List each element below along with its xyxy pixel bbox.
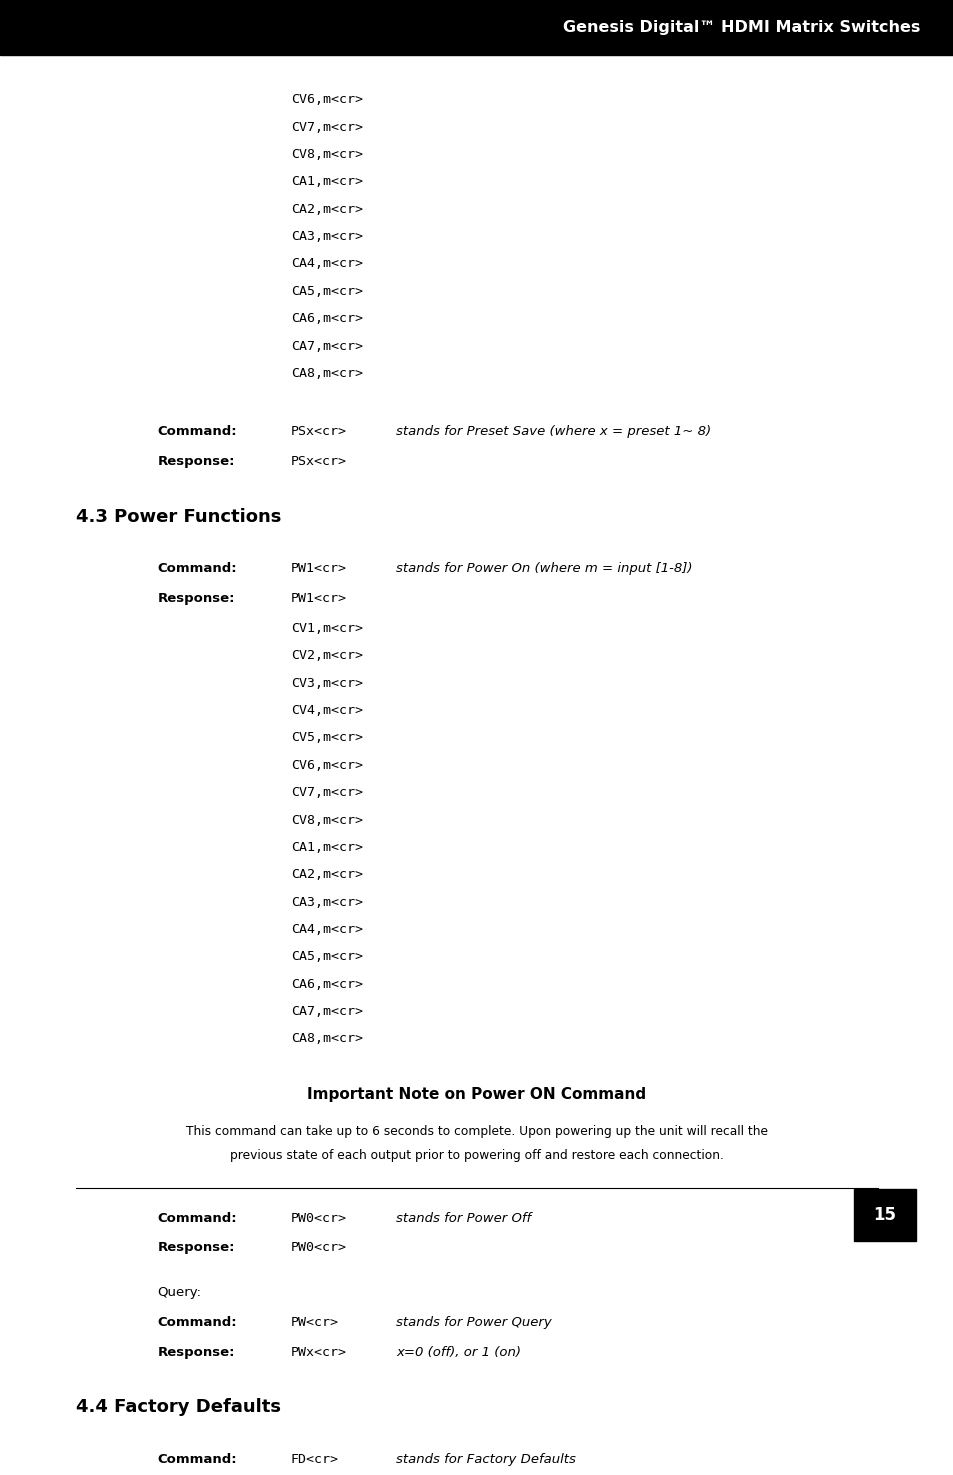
Text: Command:: Command: [157, 1316, 236, 1329]
Text: Response:: Response: [157, 456, 234, 468]
Text: 4.4 Factory Defaults: 4.4 Factory Defaults [76, 1398, 281, 1416]
Text: CA4,m<cr>: CA4,m<cr> [291, 923, 362, 937]
Text: PSx<cr>: PSx<cr> [291, 425, 347, 438]
Text: Query:: Query: [157, 1286, 201, 1299]
Text: 4.3 Power Functions: 4.3 Power Functions [76, 507, 281, 525]
Text: CA4,m<cr>: CA4,m<cr> [291, 258, 362, 270]
Text: Response:: Response: [157, 1347, 234, 1358]
Text: Command:: Command: [157, 562, 236, 575]
Text: CV4,m<cr>: CV4,m<cr> [291, 704, 362, 717]
Text: CA6,m<cr>: CA6,m<cr> [291, 978, 362, 991]
Text: CV7,m<cr>: CV7,m<cr> [291, 786, 362, 799]
Text: stands for Preset Save (where x = preset 1~ 8): stands for Preset Save (where x = preset… [395, 425, 710, 438]
Text: CA8,m<cr>: CA8,m<cr> [291, 1032, 362, 1046]
Text: PSx<cr>: PSx<cr> [291, 456, 347, 468]
Text: PWx<cr>: PWx<cr> [291, 1347, 347, 1358]
Text: CA8,m<cr>: CA8,m<cr> [291, 367, 362, 381]
Text: Genesis Digital™ HDMI Matrix Switches: Genesis Digital™ HDMI Matrix Switches [562, 19, 920, 35]
Text: CV7,m<cr>: CV7,m<cr> [291, 121, 362, 134]
Text: CA1,m<cr>: CA1,m<cr> [291, 176, 362, 189]
Text: CA5,m<cr>: CA5,m<cr> [291, 950, 362, 963]
Bar [853, 1189, 915, 1242]
Text: FD<cr>: FD<cr> [291, 1453, 338, 1466]
Text: CV3,m<cr>: CV3,m<cr> [291, 677, 362, 690]
Text: CV8,m<cr>: CV8,m<cr> [291, 148, 362, 161]
Text: 15: 15 [872, 1207, 896, 1224]
Text: stands for Power Off: stands for Power Off [395, 1211, 531, 1224]
Text: Response:: Response: [157, 1242, 234, 1254]
Text: CV8,m<cr>: CV8,m<cr> [291, 814, 362, 826]
Text: previous state of each output prior to powering off and restore each connection.: previous state of each output prior to p… [230, 1149, 723, 1162]
Text: PW1<cr>: PW1<cr> [291, 562, 347, 575]
Bar [0, 0, 953, 55]
Text: CA6,m<cr>: CA6,m<cr> [291, 313, 362, 324]
Text: PW<cr>: PW<cr> [291, 1316, 338, 1329]
Text: stands for Power Query: stands for Power Query [395, 1316, 551, 1329]
Text: Important Note on Power ON Command: Important Note on Power ON Command [307, 1087, 646, 1102]
Text: PW0<cr>: PW0<cr> [291, 1242, 347, 1254]
Text: CA7,m<cr>: CA7,m<cr> [291, 339, 362, 353]
Text: This command can take up to 6 seconds to complete. Upon powering up the unit wil: This command can take up to 6 seconds to… [186, 1124, 767, 1137]
Text: x=0 (off), or 1 (on): x=0 (off), or 1 (on) [395, 1347, 520, 1358]
Text: PW0<cr>: PW0<cr> [291, 1211, 347, 1224]
Text: CA2,m<cr>: CA2,m<cr> [291, 869, 362, 881]
Text: CV2,m<cr>: CV2,m<cr> [291, 649, 362, 662]
Text: CA5,m<cr>: CA5,m<cr> [291, 285, 362, 298]
Text: CV1,m<cr>: CV1,m<cr> [291, 622, 362, 634]
Text: CV5,m<cr>: CV5,m<cr> [291, 732, 362, 745]
Text: Response:: Response: [157, 591, 234, 605]
Text: stands for Factory Defaults: stands for Factory Defaults [395, 1453, 576, 1466]
Text: CA2,m<cr>: CA2,m<cr> [291, 202, 362, 215]
Text: CA7,m<cr>: CA7,m<cr> [291, 1004, 362, 1018]
Text: CA3,m<cr>: CA3,m<cr> [291, 895, 362, 909]
Text: PW1<cr>: PW1<cr> [291, 591, 347, 605]
Text: CV6,m<cr>: CV6,m<cr> [291, 758, 362, 771]
Text: stands for Power On (where m = input [1-8]): stands for Power On (where m = input [1-… [395, 562, 692, 575]
Text: CA3,m<cr>: CA3,m<cr> [291, 230, 362, 243]
Text: CV6,m<cr>: CV6,m<cr> [291, 93, 362, 106]
Text: Command:: Command: [157, 425, 236, 438]
Text: CA1,m<cr>: CA1,m<cr> [291, 841, 362, 854]
Text: Command:: Command: [157, 1453, 236, 1466]
Text: Command:: Command: [157, 1211, 236, 1224]
